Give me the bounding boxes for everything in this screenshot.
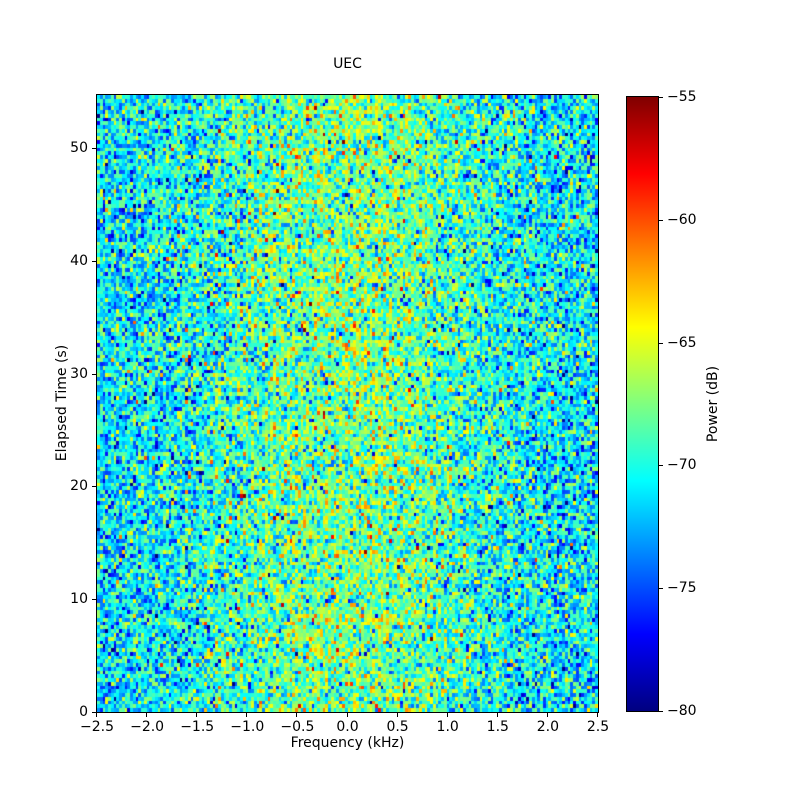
x-tick-mark [397,713,398,717]
x-tick-mark [196,713,197,717]
x-tick-mark [497,713,498,717]
x-tick-label: −1.5 [180,719,215,735]
y-axis-title: Elapsed Time (s) [54,344,70,462]
y-tick-mark [92,599,96,600]
colorbar-tick-mark [659,711,663,712]
x-tick-label: 0.5 [386,719,409,735]
y-tick-mark [92,261,96,262]
colorbar-tick-mark [659,343,663,344]
colorbar-tick-mark [659,220,663,221]
x-tick-mark [246,713,247,717]
x-tick-label: 1.5 [486,719,509,735]
x-tick-label: 2.0 [536,719,560,735]
colorbar-title: Power (dB) [705,365,721,443]
colorbar [626,96,659,712]
x-tick-label: 0.0 [336,719,359,735]
x-tick-mark [146,713,147,717]
y-tick-label: 0 [79,704,88,720]
colorbar-tick-label: −75 [667,580,697,597]
y-tick-mark [92,374,96,375]
x-tick-label: −1.0 [230,719,265,735]
x-tick-mark [96,713,97,717]
plot-title: UEC [333,56,362,72]
x-tick-label: 2.5 [586,719,610,735]
x-axis-title: Frequency (kHz) [290,735,405,751]
x-tick-mark [447,713,448,717]
y-tick-label: 30 [70,365,88,382]
x-tick-label: 1.0 [436,719,459,735]
x-tick-mark [347,713,348,717]
x-tick-label: −0.5 [280,719,315,735]
y-tick-mark [92,486,96,487]
colorbar-tick-label: −65 [667,334,697,351]
y-tick-label: 20 [70,478,88,495]
y-tick-mark [92,712,96,713]
x-tick-mark [597,713,598,717]
colorbar-gradient [627,97,658,711]
colorbar-tick-mark [659,97,663,98]
spectrogram-plot-area [96,94,599,713]
x-tick-mark [547,713,548,717]
colorbar-tick-label: −80 [667,703,697,719]
x-tick-label: −2.0 [130,719,165,735]
spectrogram-heatmap [97,95,598,712]
y-tick-label: 40 [70,252,88,269]
x-tick-label: −2.5 [80,719,114,735]
x-tick-mark [296,713,297,717]
colorbar-tick-label: −70 [667,457,697,474]
colorbar-tick-label: −55 [667,89,697,105]
y-tick-label: 50 [70,140,88,156]
colorbar-tick-mark [659,465,663,466]
y-tick-mark [92,148,96,149]
colorbar-tick-mark [659,588,663,589]
colorbar-tick-label: −60 [667,211,697,228]
y-tick-label: 10 [70,591,88,608]
